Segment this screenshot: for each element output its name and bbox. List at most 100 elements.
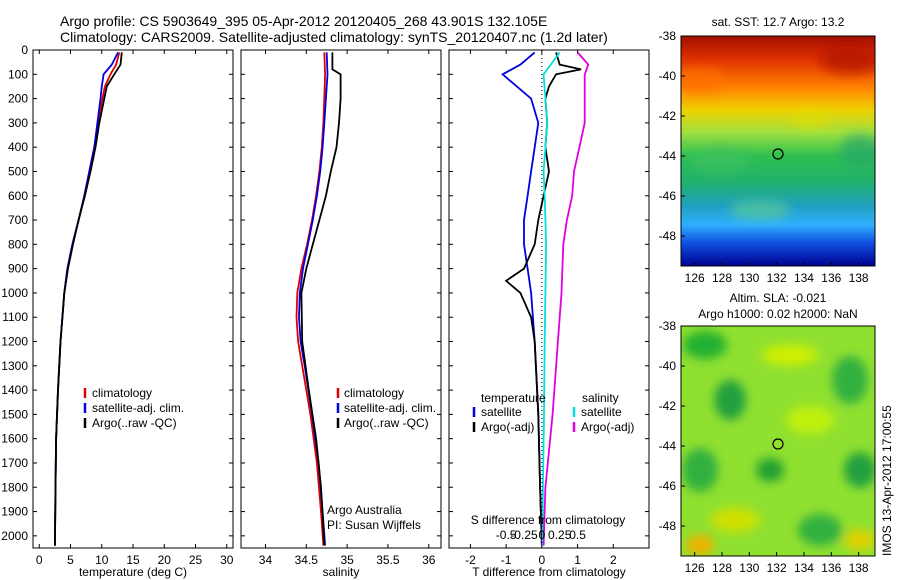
y-tick-label: 1900 — [1, 505, 28, 519]
legend-label: Argo(..raw -QC) — [344, 416, 429, 430]
s-tick-label: 0 — [539, 528, 546, 542]
annotation: PI: Susan Wijffels — [327, 518, 421, 532]
x-tick-label: 30 — [220, 553, 234, 567]
sla-texture — [682, 331, 875, 555]
x-tick-label: 34 — [259, 553, 273, 567]
x-axis-label: T difference from climatology — [472, 565, 626, 579]
x-tick-label: 35 — [340, 553, 354, 567]
y-tick-label: 1400 — [1, 383, 28, 397]
side-label: IMOS 13-Apr-2012 17:00:55 — [880, 405, 894, 556]
argo-position-marker — [772, 438, 784, 450]
series-line — [300, 52, 342, 546]
legend-label: satellite-adj. clim. — [92, 401, 184, 415]
series-line — [54, 52, 123, 546]
map-x-tick-label: 128 — [712, 271, 732, 285]
x-tick-label: 20 — [158, 553, 172, 567]
map-x-tick-label: 138 — [849, 271, 869, 285]
map-x-tick-label: 132 — [767, 561, 787, 575]
y-tick-label: 1800 — [1, 480, 28, 494]
x-tick-label: 34.5 — [295, 553, 319, 567]
map-y-tick-label: -44 — [659, 439, 677, 453]
header-line-1: Argo profile: CS 5903649_395 05-Apr-2012… — [60, 13, 547, 29]
map-x-tick-label: 134 — [794, 561, 814, 575]
x-tick-label: 36 — [422, 553, 436, 567]
plot-frame — [240, 49, 442, 549]
x-tick-label: 5 — [67, 553, 74, 567]
temperature-panel: 0100200300400500600700800900100011001200… — [1, 43, 233, 579]
series-line — [295, 52, 327, 546]
x-tick-label: 1 — [574, 553, 581, 567]
y-tick-label: 300 — [8, 116, 28, 130]
legend-title: temperature — [481, 391, 546, 405]
map-y-tick-label: -46 — [659, 479, 677, 493]
sla-map-title-2: Argo h1000: 0.02 h2000: NaN — [698, 307, 857, 321]
map-x-tick-label: 138 — [849, 561, 869, 575]
x-tick-label: 10 — [95, 553, 109, 567]
sla-map-title-1: Altim. SLA: -0.021 — [730, 291, 827, 305]
legend-label: Argo(-adj) — [481, 420, 534, 434]
map-x-tick-label: 132 — [767, 271, 787, 285]
legend-label: Argo(..raw -QC) — [92, 416, 177, 430]
map-x-tick-label: 130 — [739, 561, 759, 575]
sla-map-frame — [680, 325, 876, 557]
y-tick-label: 600 — [8, 189, 28, 203]
y-tick-label: 100 — [8, 67, 28, 81]
sla-map-panel: Altim. SLA: -0.021 Argo h1000: 0.02 h200… — [659, 291, 876, 575]
y-tick-label: 500 — [8, 164, 28, 178]
map-x-tick-label: 136 — [821, 271, 841, 285]
map-y-tick-label: -38 — [659, 319, 677, 333]
header-line-2: Climatology: CARS2009. Satellite-adjuste… — [60, 29, 608, 45]
map-x-tick-label: 126 — [685, 271, 705, 285]
plot-frame — [32, 49, 234, 549]
map-y-tick-label: -42 — [659, 399, 677, 413]
y-tick-label: 900 — [8, 262, 28, 276]
s-tick-label: -0.5 — [496, 528, 517, 542]
s-tick-label: -0.25 — [510, 528, 538, 542]
map-x-tick-label: 128 — [712, 561, 732, 575]
plot-frame — [448, 49, 650, 549]
legend-label: satellite-adj. clim. — [344, 401, 436, 415]
s-axis-label: S difference from climatology — [471, 513, 626, 527]
map-y-tick-label: -40 — [659, 69, 677, 83]
y-tick-label: 1000 — [1, 286, 28, 300]
x-axis-label: temperature (deg C) — [79, 565, 187, 579]
series-line — [542, 51, 590, 546]
y-tick-label: 1600 — [1, 432, 28, 446]
series-line — [541, 51, 561, 546]
map-y-tick-label: -38 — [659, 29, 677, 43]
map-x-tick-label: 130 — [739, 271, 759, 285]
map-y-tick-label: -46 — [659, 189, 677, 203]
sst-map-title: sat. SST: 12.7 Argo: 13.2 — [712, 15, 845, 29]
map-y-tick-label: -48 — [659, 229, 677, 243]
x-tick-label: -1 — [501, 553, 512, 567]
y-tick-label: 800 — [8, 237, 28, 251]
legend-label: climatology — [92, 386, 152, 400]
difference-panel: -2 -1 0 1 2T difference from climatology -0.5… — [448, 49, 650, 579]
y-tick-label: 0 — [21, 43, 28, 57]
map-x-tick-label: 134 — [794, 271, 814, 285]
x-tick-label: -2 — [465, 553, 476, 567]
y-tick-label: 1200 — [1, 335, 28, 349]
map-y-tick-label: -40 — [659, 359, 677, 373]
map-y-tick-label: -48 — [659, 519, 677, 533]
y-tick-label: 2000 — [1, 529, 28, 543]
map-y-tick-label: -44 — [659, 149, 677, 163]
series-line — [504, 52, 582, 546]
y-tick-label: 1700 — [1, 456, 28, 470]
s-tick-label: 0.25 — [548, 528, 572, 542]
s-tick-label: 0.5 — [569, 528, 586, 542]
x-tick-label: 0 — [36, 553, 43, 567]
x-axis-label: salinity — [323, 565, 360, 579]
salinity-panel: 34 34.5 35 35.5 36 salinity climatologysatelli… — [240, 49, 442, 579]
y-tick-label: 1300 — [1, 359, 28, 373]
legend-title: salinity — [582, 391, 619, 405]
y-tick-label: 700 — [8, 213, 28, 227]
sst-map-frame — [680, 35, 876, 267]
argo-position-marker — [772, 148, 784, 160]
y-tick-label: 400 — [8, 140, 28, 154]
y-tick-label: 1100 — [2, 310, 28, 324]
x-tick-label: 2 — [610, 553, 617, 567]
x-tick-label: 0 — [539, 553, 546, 567]
map-x-tick-label: 136 — [821, 561, 841, 575]
